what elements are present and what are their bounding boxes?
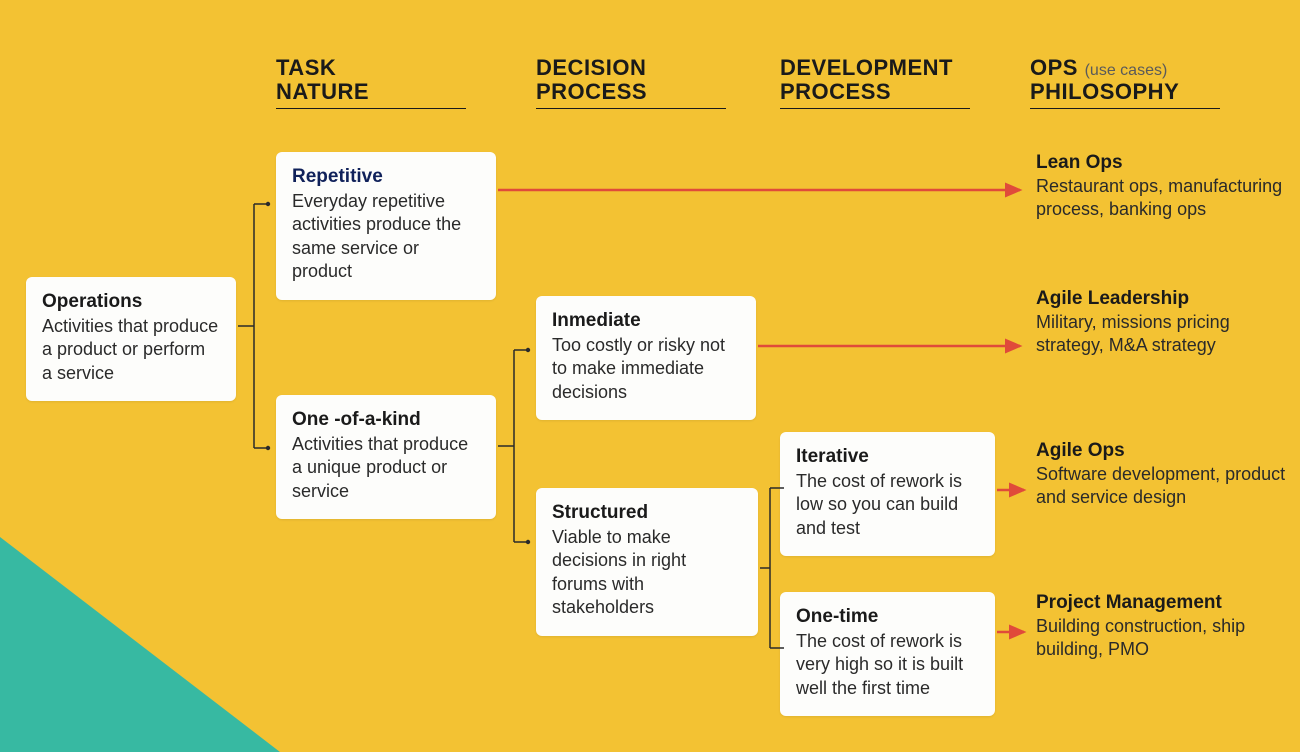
node-title: One-time [796, 606, 979, 628]
node-desc: Activities that produce a unique product… [292, 433, 480, 503]
node-operations: Operations Activities that produce a pro… [26, 277, 236, 401]
header-ops-philosophy: OPS (use cases) PHILOSOPHY [1030, 56, 1220, 109]
outcome-project-management: Project Management Building construction… [1036, 592, 1286, 662]
outcome-agile-ops: Agile Ops Software development, product … [1036, 440, 1286, 510]
node-title: Iterative [796, 446, 979, 468]
node-desc: The cost of rework is low so you can bui… [796, 470, 979, 540]
node-desc: Too costly or risky not to make immediat… [552, 334, 740, 404]
node-title: Operations [42, 291, 220, 313]
outcome-desc: Software development, product and servic… [1036, 463, 1286, 510]
header-line2: NATURE [276, 79, 369, 104]
header-line1: DEVELOPMENT [780, 55, 953, 80]
node-desc: Activities that produce a product or per… [42, 315, 220, 385]
header-line2: PROCESS [780, 79, 891, 104]
node-iterative: Iterative The cost of rework is low so y… [780, 432, 995, 556]
outcome-lean-ops: Lean Ops Restaurant ops, manufacturing p… [1036, 152, 1286, 222]
header-line2: PROCESS [536, 79, 647, 104]
header-sub: (use cases) [1085, 62, 1168, 79]
outcome-title: Agile Leadership [1036, 288, 1286, 310]
header-line1: OPS [1030, 55, 1078, 80]
header-line1: DECISION [536, 55, 646, 80]
node-one-of-a-kind: One -of-a-kind Activities that produce a… [276, 395, 496, 519]
node-title: One -of-a-kind [292, 409, 480, 431]
header-development-process: DEVELOPMENT PROCESS [780, 56, 970, 109]
outcome-title: Project Management [1036, 592, 1286, 614]
node-desc: Everyday repetitive activities produce t… [292, 190, 480, 284]
decorative-triangle [0, 537, 280, 752]
outcome-title: Agile Ops [1036, 440, 1286, 462]
node-desc: Viable to make decisions in right forums… [552, 526, 742, 620]
outcome-title: Lean Ops [1036, 152, 1286, 174]
header-line1: TASK [276, 55, 336, 80]
node-desc: The cost of rework is very high so it is… [796, 630, 979, 700]
node-title: Inmediate [552, 310, 740, 332]
outcome-agile-leadership: Agile Leadership Military, missions pric… [1036, 288, 1286, 358]
outcome-desc: Building construction, ship building, PM… [1036, 615, 1286, 662]
node-immediate: Inmediate Too costly or risky not to mak… [536, 296, 756, 420]
node-title: Repetitive [292, 166, 480, 188]
header-decision-process: DECISION PROCESS [536, 56, 726, 109]
header-line2: PHILOSOPHY [1030, 79, 1179, 104]
outcome-desc: Restaurant ops, manufacturing process, b… [1036, 175, 1286, 222]
node-one-time: One-time The cost of rework is very high… [780, 592, 995, 716]
header-task-nature: TASK NATURE [276, 56, 466, 109]
node-repetitive: Repetitive Everyday repetitive activitie… [276, 152, 496, 300]
node-structured: Structured Viable to make decisions in r… [536, 488, 758, 636]
outcome-desc: Military, missions pricing strategy, M&A… [1036, 311, 1286, 358]
node-title: Structured [552, 502, 742, 524]
